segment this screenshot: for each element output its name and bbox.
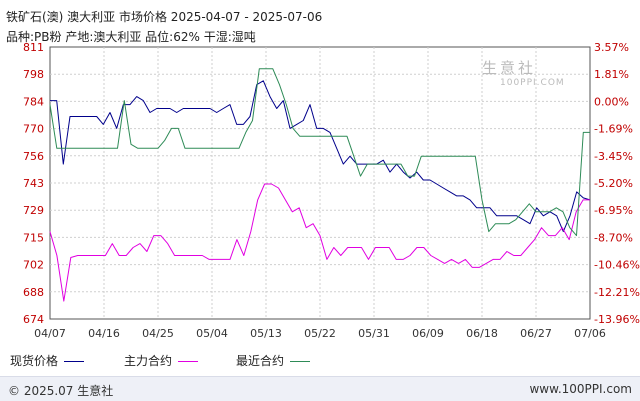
- legend-item-nearest-contract: 最近合约: [236, 352, 311, 369]
- y2-tick-label: -1.69%: [594, 123, 633, 136]
- y-tick-label: 674: [23, 313, 44, 326]
- y2-tick-label: -3.45%: [594, 150, 633, 163]
- y2-tick-label: -13.96%: [594, 313, 640, 326]
- watermark-logo: 生意社 100PPI.COM: [482, 57, 565, 88]
- chart-title: 铁矿石(澳) 澳大利亚 市场价格 2025-04-07 - 2025-07-06: [6, 10, 323, 24]
- y-tick-label: 770: [23, 123, 44, 136]
- x-tick-label: 04/07: [34, 327, 66, 340]
- y2-tick-label: 0.00%: [594, 95, 629, 108]
- x-tick-label: 05/13: [250, 327, 282, 340]
- legend-swatch-nearest-contract: [290, 361, 311, 362]
- y-tick-label: 743: [23, 177, 44, 190]
- series-line-2: [49, 183, 590, 302]
- legend-label-nearest-contract: 最近合约: [236, 354, 285, 368]
- y2-tick-label: -5.20%: [594, 177, 633, 190]
- x-tick-label: 04/25: [142, 327, 174, 340]
- x-tick-label: 06/18: [466, 327, 498, 340]
- x-tick-label: 07/06: [574, 327, 606, 340]
- y-tick-label: 756: [23, 150, 44, 163]
- legend-label-main-contract: 主力合约: [124, 354, 173, 368]
- y-tick-label: 702: [23, 259, 44, 272]
- y2-tick-label: 3.57%: [594, 41, 629, 54]
- y2-tick-label: -8.70%: [594, 231, 633, 244]
- legend-swatch-main-contract: [178, 361, 199, 362]
- y2-tick-label: -10.46%: [594, 259, 640, 272]
- y-tick-label: 811: [23, 41, 44, 54]
- x-tick-label: 05/22: [304, 327, 336, 340]
- footer-copyright: © 2025.07 生意社: [8, 384, 114, 398]
- y2-tick-label: 1.81%: [594, 68, 629, 81]
- footer-bar: © 2025.07 生意社 www.100PPI.com: [0, 376, 640, 401]
- y-tick-label: 729: [23, 204, 44, 217]
- x-tick-label: 04/16: [88, 327, 120, 340]
- y-tick-label: 715: [23, 231, 44, 244]
- x-tick-label: 06/09: [412, 327, 444, 340]
- series-line-1: [50, 80, 591, 233]
- chart-subtitle: 品种:PB粉 产地:澳大利亚 品位:62% 干湿:湿吨: [6, 30, 256, 44]
- x-tick-label: 05/31: [358, 327, 390, 340]
- watermark-en: 100PPI.COM: [500, 78, 565, 88]
- legend-item-spot: 现货价格: [10, 352, 85, 369]
- x-tick-label: 05/04: [196, 327, 228, 340]
- y-tick-label: 784: [23, 95, 44, 108]
- watermark-cn: 生意社: [482, 59, 537, 77]
- legend-swatch-spot: [64, 361, 85, 362]
- y2-tick-label: -6.95%: [594, 204, 633, 217]
- legend-item-main-contract: 主力合约: [124, 352, 199, 369]
- x-tick-label: 06/27: [520, 327, 552, 340]
- y2-tick-label: -12.21%: [594, 286, 640, 299]
- legend-label-spot: 现货价格: [10, 354, 59, 368]
- y-tick-label: 798: [23, 68, 44, 81]
- y-tick-label: 688: [23, 286, 44, 299]
- series-line-3: [49, 68, 590, 237]
- footer-url[interactable]: www.100PPI.com: [529, 382, 632, 396]
